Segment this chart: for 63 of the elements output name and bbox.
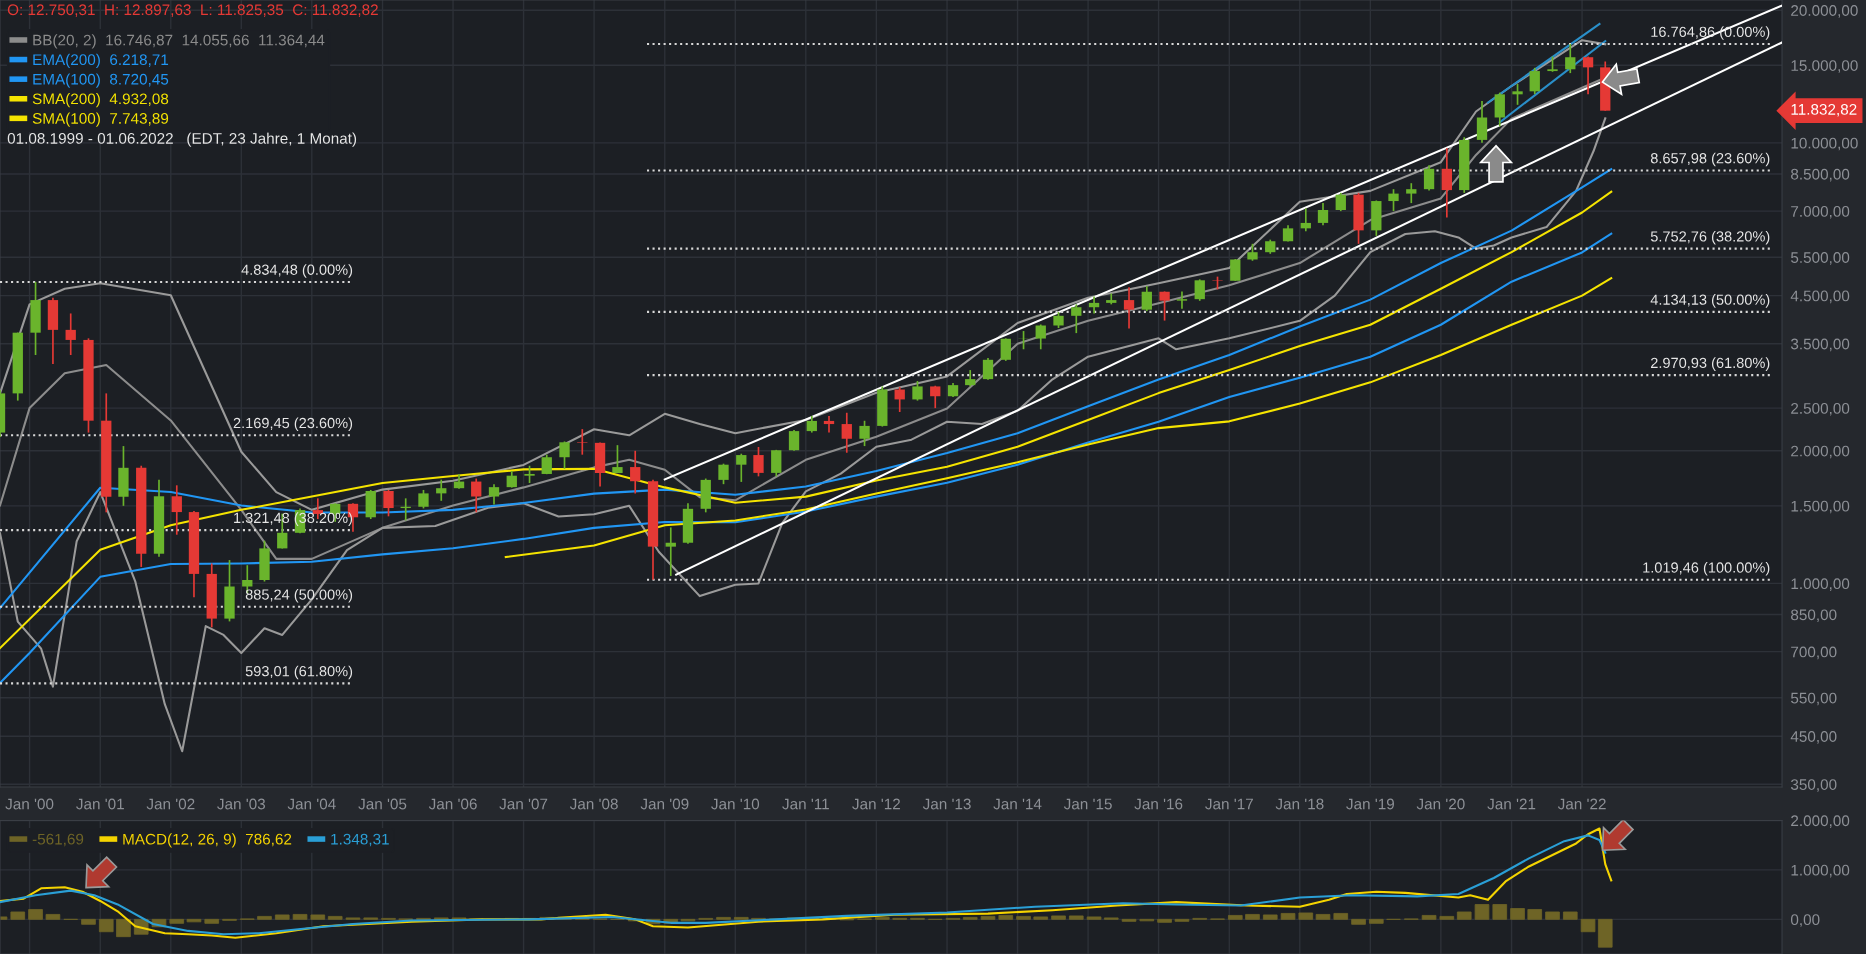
y-tick-label: 4.500,00 xyxy=(1790,290,1850,304)
x-tick-label: Jan '13 xyxy=(922,798,971,810)
y-tick-label: 1.500,00 xyxy=(1791,500,1850,514)
y-tick-label: 550,00 xyxy=(1790,692,1837,706)
x-tick-label: Jan '03 xyxy=(217,798,266,810)
annotation: 5.752,76 (38.20%) xyxy=(1650,230,1770,245)
y-tick-label: 450,00 xyxy=(1790,731,1837,744)
y-tick-label: 7.000,00 xyxy=(1791,205,1850,219)
x-tick-label: Jan '00 xyxy=(5,798,54,810)
x-tick-label: Jan '09 xyxy=(640,798,689,810)
legend-label: EMA(200) 6.218,71 xyxy=(33,53,169,69)
x-tick-label: Jan '04 xyxy=(287,798,336,810)
legend-label: -561,69 xyxy=(32,833,84,847)
x-tick-label: Jan '11 xyxy=(782,798,829,810)
x-tick-label: Jan '21 xyxy=(1487,798,1536,810)
annotation: 593,01 (61.80%) xyxy=(245,665,353,680)
x-tick-label: Jan '01 xyxy=(76,798,124,810)
y-tick-label: 2.000,00 xyxy=(1791,445,1850,459)
y-tick-label: 2.000,00 xyxy=(1791,815,1850,828)
legend-label: EMA(100) 8.720,45 xyxy=(33,73,169,88)
legend-label: SMA(200) 4.932,08 xyxy=(32,93,169,108)
legend-label: 1.348,31 xyxy=(331,833,389,847)
x-tick-label: Jan '18 xyxy=(1275,798,1324,810)
annotation: 16.764,86 (0.00%) xyxy=(1651,26,1770,40)
annotation: 4.134,13 (50.00%) xyxy=(1650,294,1770,308)
annotation: 2.169,45 (23.60%) xyxy=(233,417,353,432)
x-tick-label: Jan '02 xyxy=(146,798,195,810)
x-tick-label: Jan '05 xyxy=(358,798,407,810)
chart-title: O: 12.750,31 H: 12.897,63 L: 11.825,35 C: 11.832,82 xyxy=(7,4,378,17)
x-tick-label: Jan '16 xyxy=(1134,798,1183,810)
x-tick-label: Jan '10 xyxy=(711,798,760,810)
y-tick-label: 700,00 xyxy=(1791,646,1837,660)
legend-label: MACD(12, 26, 9) 786,62 xyxy=(123,833,292,848)
x-tick-label: Jan '07 xyxy=(499,798,548,810)
y-tick-label: 1.000,00 xyxy=(1791,864,1850,878)
annotation: 4.834,48 (0.00%) xyxy=(241,264,353,278)
y-tick-label: 20.000,00 xyxy=(1791,5,1858,18)
x-tick-label: Jan '06 xyxy=(428,798,477,810)
annotation: 2.970,93 (61.80%) xyxy=(1651,357,1770,371)
x-tick-label: Jan '22 xyxy=(1557,798,1606,810)
y-tick-label: 350,00 xyxy=(1790,779,1837,792)
x-tick-label: Jan '14 xyxy=(993,798,1042,810)
annotation: 1.019,46 (100.00%) xyxy=(1643,561,1770,576)
x-tick-label: Jan '19 xyxy=(1346,798,1394,810)
y-tick-label: 1.000,00 xyxy=(1791,578,1850,591)
y-tick-label: 850,00 xyxy=(1791,609,1837,623)
x-tick-label: Jan '20 xyxy=(1416,798,1465,810)
y-tick-label: 3.500,00 xyxy=(1790,338,1850,352)
y-tick-label: 10.000,00 xyxy=(1791,137,1858,151)
y-tick-label: 0,00 xyxy=(1790,914,1820,927)
y-tick-label: 8.500,00 xyxy=(1791,168,1850,182)
annotation: 8.657,98 (23.60%) xyxy=(1650,152,1770,167)
text: 11.832,82 xyxy=(1791,103,1857,117)
x-tick-label: Jan '17 xyxy=(1205,798,1253,810)
legend-label: SMA(100) 7.743,89 xyxy=(32,112,169,127)
x-tick-label: Jan '12 xyxy=(852,798,900,810)
legend-label: BB(20, 2) 16.746,87 14.055,66 11.364,44 xyxy=(33,34,325,49)
y-tick-label: 2.500,00 xyxy=(1791,402,1850,416)
x-tick-label: Jan '15 xyxy=(1063,798,1112,810)
x-tick-label: Jan '08 xyxy=(569,798,618,810)
text: 01.08.1999 - 01.06.2022 (EDT, 23 Jahre, 1 Monat) xyxy=(7,132,357,147)
y-tick-label: 15.000,00 xyxy=(1791,60,1858,73)
y-tick-label: 5.500,00 xyxy=(1790,252,1850,265)
